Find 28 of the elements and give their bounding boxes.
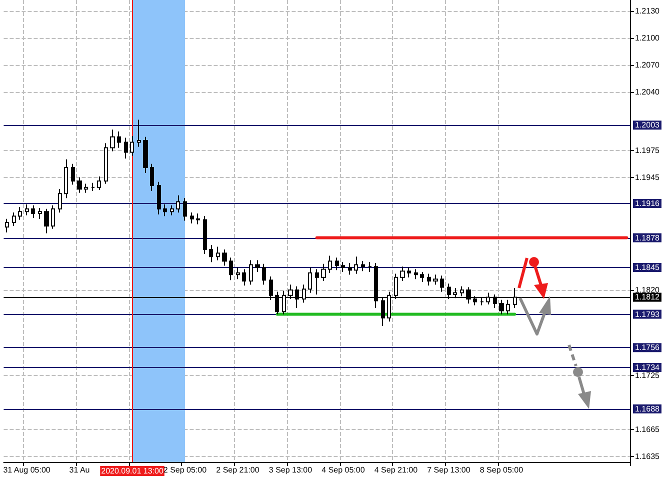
y-tick-label: 1.1820 [635, 285, 660, 294]
y-tick-label: 1.1945 [635, 172, 660, 182]
ref-line-label: 1.1812 [635, 292, 660, 302]
x-tick-label: 7 Sep 13:00 [427, 466, 471, 474]
y-tick-label: 1.2130 [635, 6, 660, 16]
y-tick-label: 1.2100 [635, 33, 660, 42]
x-tick-label: 2 Sep 21:00 [216, 466, 260, 474]
x-tick-label: 3 Sep 13:00 [268, 466, 313, 474]
x-tick-label: 8 Sep 05:00 [480, 466, 524, 474]
x-tick-label: 4 Sep 21:00 [374, 466, 418, 474]
ref-line-label: 1.1878 [635, 233, 660, 242]
y-tick-label: 1.1975 [635, 146, 660, 155]
y-tick-label: 1.1665 [635, 425, 660, 434]
x-tick-label: 4 Sep 05:00 [322, 466, 366, 474]
ref-line-label: 1.1845 [635, 262, 660, 272]
y-tick-label: 1.1725 [635, 371, 660, 380]
x-tick-label: 31 Au [69, 466, 90, 474]
ref-line-label: 1.1916 [635, 199, 660, 208]
ref-line-label: 1.1688 [635, 404, 660, 414]
ref-line-label: 1.2003 [635, 120, 660, 130]
x-tick-label: 2020.09.01 13:00 [101, 466, 164, 476]
y-tick-label: 1.2070 [635, 60, 660, 70]
x-tick-label: 31 Aug 05:00 [3, 466, 51, 474]
ref-line-label: 1.1793 [635, 310, 660, 319]
y-tick-label: 1.2040 [635, 87, 660, 96]
ref-line-label: 1.1756 [635, 343, 660, 352]
ref-line-label: 1.1734 [635, 362, 660, 372]
y-tick-label: 1.1635 [635, 452, 660, 462]
